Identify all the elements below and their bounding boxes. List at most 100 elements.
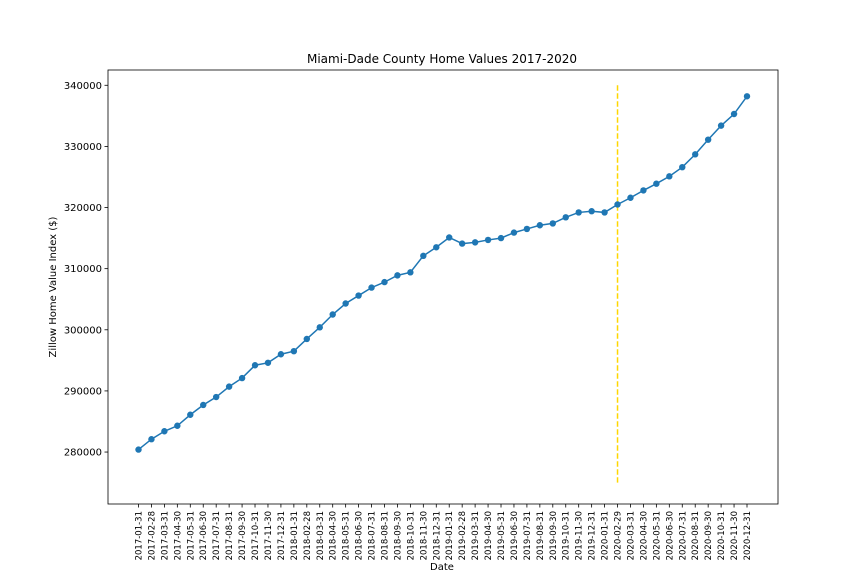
y-tick-label: 280000 xyxy=(64,448,102,459)
data-point xyxy=(381,278,388,286)
data-point xyxy=(601,209,608,216)
data-point xyxy=(497,234,505,242)
x-tick-label: 2018-01-31 xyxy=(290,511,300,560)
data-point xyxy=(148,436,155,443)
data-point xyxy=(666,173,673,180)
y-tick-label: 300000 xyxy=(64,325,102,336)
x-tick-label: 2017-05-31 xyxy=(186,511,196,560)
x-tick-label: 2019-04-30 xyxy=(484,511,494,560)
x-tick-label: 2019-11-30 xyxy=(575,511,585,560)
data-point xyxy=(743,93,751,100)
x-tick-label: 2017-10-31 xyxy=(251,511,261,560)
data-point xyxy=(471,239,479,246)
data-point xyxy=(329,311,336,318)
x-tick-label: 2019-06-30 xyxy=(510,511,520,560)
data-point xyxy=(640,187,647,194)
x-tick-label: 2020-06-30 xyxy=(665,511,675,560)
x-tick-label: 2018-10-31 xyxy=(406,511,416,560)
data-point xyxy=(588,208,595,215)
x-tick-label: 2020-07-31 xyxy=(678,511,688,560)
data-point xyxy=(394,272,401,279)
y-tick-label: 320000 xyxy=(64,203,102,214)
data-point xyxy=(446,234,453,241)
x-tick-label: 2017-08-31 xyxy=(225,511,235,560)
chart-title: Miami-Dade County Home Values 2017-2020 xyxy=(307,52,577,66)
data-point xyxy=(510,229,518,236)
data-point xyxy=(187,411,194,418)
x-tick-label: 2017-11-30 xyxy=(264,511,274,560)
data-point xyxy=(342,300,349,307)
data-point xyxy=(704,136,712,143)
data-point xyxy=(627,194,634,201)
data-point xyxy=(717,122,725,129)
x-tick-label: 2020-10-31 xyxy=(717,511,727,560)
data-point xyxy=(484,236,492,244)
y-tick-label: 310000 xyxy=(64,264,102,275)
data-point xyxy=(303,335,311,343)
data-point xyxy=(458,240,466,247)
x-tick-label: 2017-02-28 xyxy=(147,511,157,560)
x-tick-label: 2018-02-28 xyxy=(303,511,313,560)
data-point xyxy=(523,225,531,233)
x-tick-label: 2017-01-31 xyxy=(135,511,145,560)
x-tick-label: 2017-09-30 xyxy=(238,511,248,560)
y-tick-label: 340000 xyxy=(64,81,102,92)
x-tick-label: 2020-09-30 xyxy=(704,511,714,560)
x-tick-label: 2017-12-31 xyxy=(277,511,287,560)
x-tick-label: 2018-04-30 xyxy=(329,511,339,560)
data-point xyxy=(614,201,621,208)
x-axis-title: Date xyxy=(430,562,454,573)
x-tick-label: 2018-07-31 xyxy=(368,511,378,560)
data-point xyxy=(420,252,427,260)
data-point xyxy=(679,163,686,171)
x-tick-label: 2017-04-30 xyxy=(173,511,183,560)
data-point xyxy=(161,428,168,435)
data-point xyxy=(174,422,181,429)
x-tick-label: 2020-01-31 xyxy=(601,511,611,560)
data-point xyxy=(277,351,285,358)
data-point xyxy=(536,222,544,229)
data-point xyxy=(368,284,375,291)
data-point xyxy=(730,110,738,118)
x-tick-label: 2019-07-31 xyxy=(523,511,533,560)
x-tick-label: 2020-05-31 xyxy=(652,511,662,560)
x-tick-label: 2018-03-31 xyxy=(316,511,326,560)
data-point xyxy=(549,220,556,227)
data-point xyxy=(212,393,220,401)
x-tick-label: 2020-12-31 xyxy=(743,511,753,560)
data-point xyxy=(653,180,660,187)
x-tick-label: 2018-05-31 xyxy=(342,511,352,560)
y-axis-title: Zillow Home Value Index ($) xyxy=(48,216,59,357)
x-tick-label: 2018-11-30 xyxy=(419,511,429,560)
x-tick-label: 2018-12-31 xyxy=(432,511,442,560)
plot-frame xyxy=(107,69,779,505)
y-tick-label: 330000 xyxy=(64,142,102,153)
x-tick-label: 2019-03-31 xyxy=(471,511,481,560)
data-point xyxy=(562,214,569,221)
x-tick-label: 2020-08-31 xyxy=(691,511,701,560)
series-line xyxy=(138,95,748,451)
x-tick-label: 2017-06-30 xyxy=(199,511,209,560)
plot-area: 280000 290000 300000 310000 320000 330000 3400… xyxy=(64,69,779,560)
data-point xyxy=(135,446,142,453)
data-point xyxy=(238,374,246,382)
x-tick-label: 2020-04-30 xyxy=(639,511,649,560)
x-tick-label: 2019-08-31 xyxy=(536,511,546,560)
data-point xyxy=(200,401,207,409)
x-tick-label: 2020-02-29 xyxy=(614,511,624,560)
data-point xyxy=(290,347,298,355)
data-point xyxy=(692,151,699,158)
data-point xyxy=(264,359,272,366)
data-point xyxy=(355,292,362,299)
x-tick-label: 2019-05-31 xyxy=(497,511,507,560)
x-tick-label: 2019-02-28 xyxy=(458,511,468,560)
x-tick-label: 2017-07-31 xyxy=(212,511,222,560)
x-tick-label: 2019-09-30 xyxy=(549,511,559,560)
x-tick-label: 2019-12-31 xyxy=(588,511,598,560)
x-tick-label: 2019-10-31 xyxy=(562,511,572,560)
data-point xyxy=(316,324,323,331)
x-tick-label: 2017-03-31 xyxy=(160,511,170,560)
data-point xyxy=(225,383,233,390)
data-point xyxy=(251,362,259,369)
